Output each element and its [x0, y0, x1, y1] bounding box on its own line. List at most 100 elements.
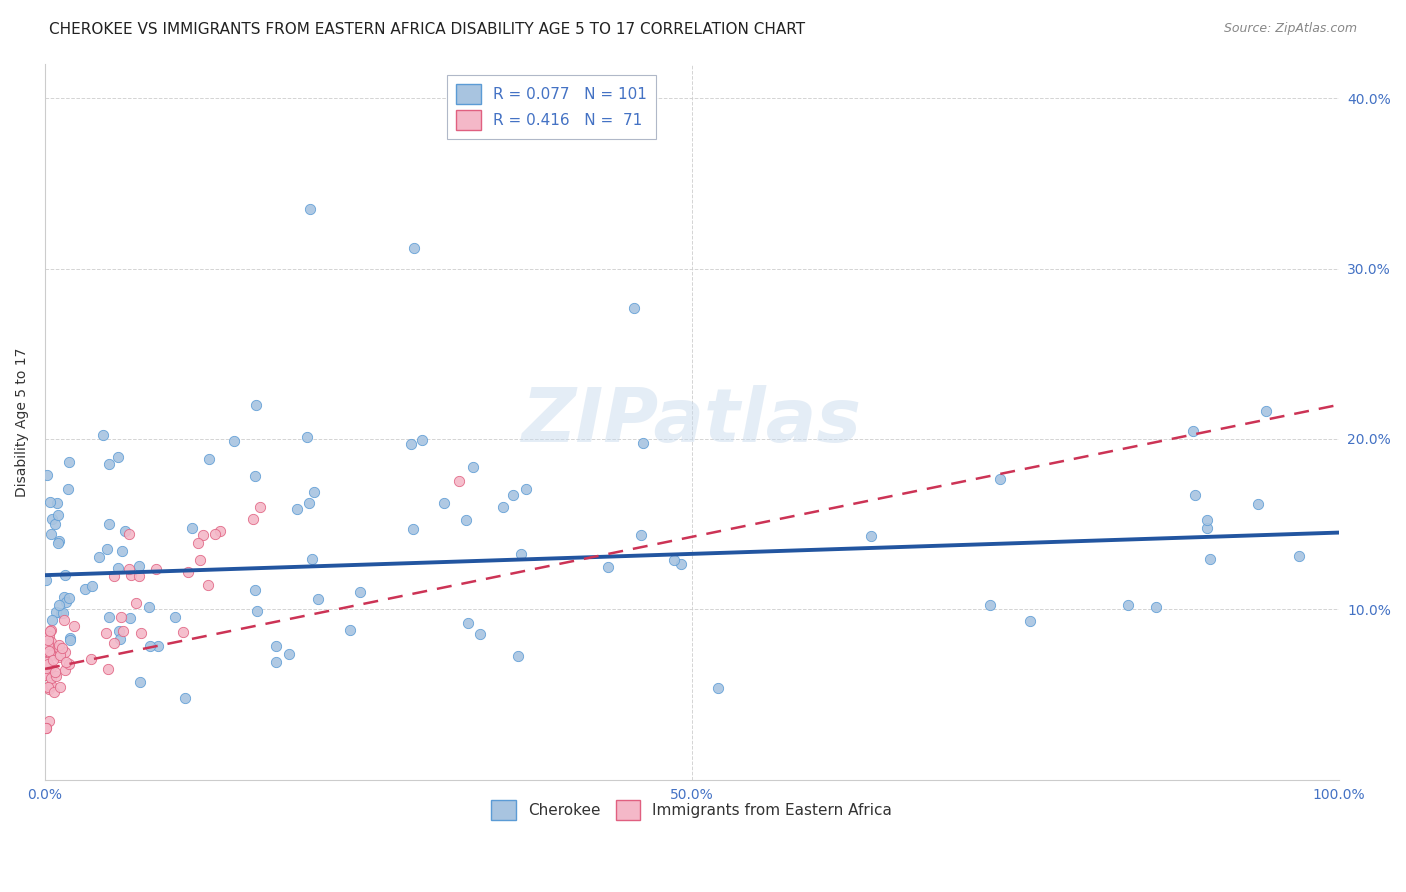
Point: [299, 202, 322, 216]
Point: [662, 552, 685, 566]
Point: [114, 524, 136, 539]
Point: [55, 595, 77, 609]
Point: [51, 606, 73, 620]
Point: [707, 681, 730, 696]
Point: [1144, 599, 1167, 614]
Point: [188, 553, 211, 567]
Point: [131, 626, 153, 640]
Point: [52, 613, 75, 627]
Point: [97, 457, 120, 471]
Point: [94, 626, 117, 640]
Point: [145, 562, 167, 576]
Point: [243, 582, 266, 597]
Point: [37, 657, 59, 671]
Point: [208, 524, 231, 538]
Point: [58, 591, 80, 606]
Point: [46, 535, 69, 549]
Point: [35, 722, 58, 736]
Point: [859, 529, 882, 543]
Point: [287, 501, 309, 516]
Point: [172, 625, 194, 640]
Point: [39, 646, 62, 660]
Point: [120, 611, 142, 625]
Point: [63, 619, 86, 633]
Point: [138, 600, 160, 615]
Point: [35, 660, 58, 674]
Point: [58, 632, 80, 647]
Point: [515, 482, 537, 496]
Point: [37, 655, 59, 669]
Point: [631, 435, 654, 450]
Point: [111, 624, 134, 639]
Text: Source: ZipAtlas.com: Source: ZipAtlas.com: [1223, 22, 1357, 36]
Legend: Cherokee, Immigrants from Eastern Africa: Cherokee, Immigrants from Eastern Africa: [485, 794, 898, 826]
Y-axis label: Disability Age 5 to 17: Disability Age 5 to 17: [15, 347, 30, 497]
Point: [39, 634, 62, 648]
Point: [118, 527, 141, 541]
Point: [37, 680, 59, 694]
Point: [128, 559, 150, 574]
Point: [198, 451, 221, 466]
Point: [108, 624, 131, 639]
Point: [46, 508, 69, 522]
Point: [38, 643, 60, 657]
Point: [51, 641, 73, 656]
Point: [502, 488, 524, 502]
Point: [510, 547, 533, 561]
Point: [117, 562, 139, 576]
Point: [73, 582, 96, 597]
Point: [491, 500, 513, 515]
Point: [110, 632, 132, 646]
Point: [58, 657, 80, 671]
Point: [97, 662, 120, 676]
Point: [39, 494, 62, 508]
Point: [48, 681, 70, 695]
Point: [454, 513, 477, 527]
Point: [224, 434, 246, 449]
Point: [111, 544, 134, 558]
Point: [1184, 488, 1206, 502]
Point: [623, 301, 645, 315]
Point: [204, 527, 226, 541]
Point: [52, 590, 75, 604]
Point: [979, 598, 1001, 612]
Point: [39, 648, 62, 662]
Point: [44, 665, 66, 680]
Point: [1197, 513, 1219, 527]
Point: [39, 671, 62, 685]
Point: [1182, 424, 1205, 438]
Point: [298, 496, 321, 510]
Point: [302, 485, 325, 500]
Point: [1018, 615, 1040, 629]
Point: [264, 655, 287, 669]
Text: ZIPatlas: ZIPatlas: [522, 385, 862, 458]
Point: [41, 613, 63, 627]
Point: [49, 606, 72, 620]
Point: [98, 610, 121, 624]
Point: [402, 241, 425, 255]
Point: [34, 668, 56, 682]
Point: [37, 637, 59, 651]
Point: [295, 430, 318, 444]
Point: [457, 616, 479, 631]
Point: [128, 568, 150, 582]
Point: [48, 598, 70, 612]
Point: [197, 578, 219, 592]
Point: [173, 690, 195, 705]
Point: [139, 639, 162, 653]
Point: [96, 541, 118, 556]
Point: [349, 585, 371, 599]
Point: [120, 567, 142, 582]
Point: [1247, 497, 1270, 511]
Point: [38, 624, 60, 638]
Point: [163, 609, 186, 624]
Point: [80, 579, 103, 593]
Point: [44, 517, 66, 532]
Point: [402, 522, 425, 536]
Point: [48, 649, 70, 664]
Point: [630, 528, 652, 542]
Point: [107, 450, 129, 465]
Point: [39, 678, 62, 692]
Text: CHEROKEE VS IMMIGRANTS FROM EASTERN AFRICA DISABILITY AGE 5 TO 17 CORRELATION CH: CHEROKEE VS IMMIGRANTS FROM EASTERN AFRI…: [49, 22, 806, 37]
Point: [107, 561, 129, 575]
